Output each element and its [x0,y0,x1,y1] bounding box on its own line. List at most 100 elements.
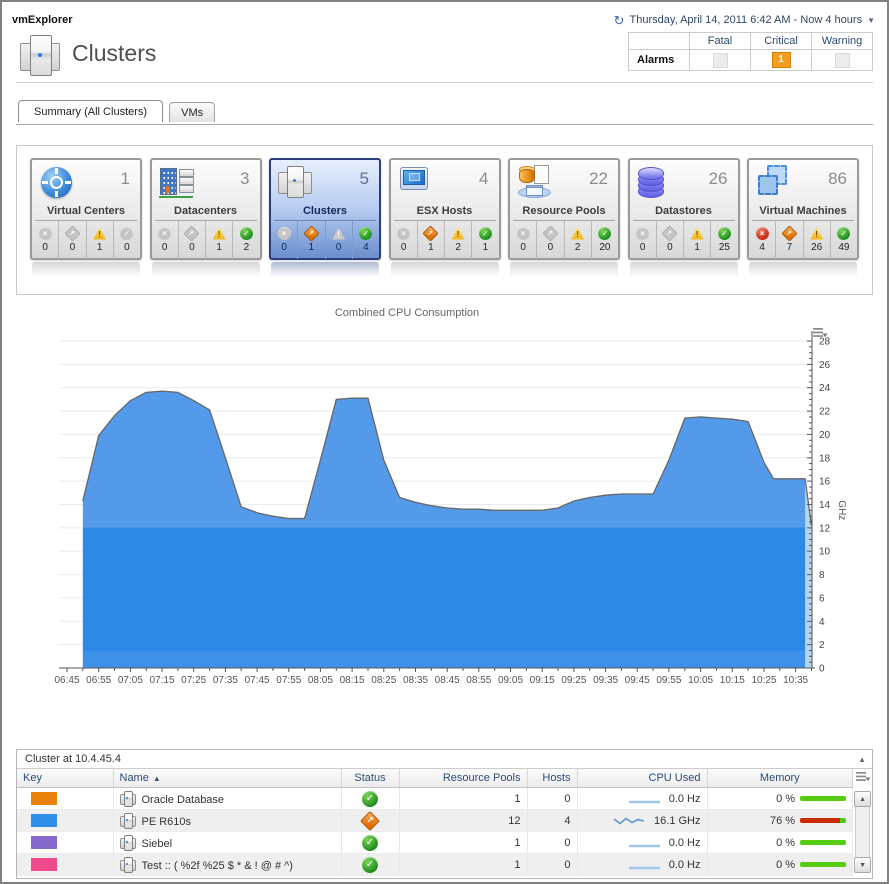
tile-status-normal: ✓ 1 [471,221,498,259]
status-count: 4 [363,242,369,253]
svg-text:18: 18 [819,453,831,464]
cluster-name: Test :: ( %2f %25 $ * & ! @ # ^) [141,860,293,872]
name-cell[interactable]: Test :: ( %2f %25 $ * & ! @ # ^) [113,853,342,876]
name-cell[interactable]: PE R610s [113,809,342,832]
tab-vms[interactable]: VMs [169,102,216,122]
cpu-used-value: 16.1 GHz [654,814,701,827]
memory-bar [800,796,847,801]
col-header-status[interactable]: Status [341,769,400,788]
status-normal-icon: ✓ [359,227,373,240]
svg-text:26: 26 [819,360,831,371]
time-range-label: Thursday, April 14, 2011 6:42 AM - Now 4… [629,14,863,26]
status-fatal-icon: × [516,227,530,240]
svg-text:16: 16 [819,477,831,488]
name-cell[interactable]: Siebel [113,831,342,854]
status-fatal-icon: × [158,227,172,240]
status-count: 0 [124,242,130,253]
alarm-critical-badge[interactable]: 1 [771,52,791,68]
status-warning-icon: ! [810,227,824,240]
tile-datacenters[interactable]: 3 Datacenters × 0 ↗ 0! 1 ✓ 2 [149,158,262,277]
tile-virtual-machines[interactable]: 86 Virtual Machines × 4 ↗ 7! 26 ✓ 49 [747,158,859,277]
tile-virtual-centers[interactable]: 1 Virtual Centers × 0 ↗ 0! 1 ✓ 0 [30,158,142,277]
scrollbar-track[interactable] [855,807,871,857]
cluster-icon [119,813,137,829]
tile-status-warning: ! 1 [683,221,710,259]
alarm-warning-box [834,52,850,68]
status-fatal-icon: × [38,227,52,240]
tile-status-critical: ↗ 7 [775,221,802,259]
tile-status-critical: ↗ 0 [58,221,85,259]
status-count: 0 [69,242,76,253]
status-warning-icon: ! [332,227,346,240]
tile-resource-pools[interactable]: 22 Resource Pools × 0 ↗ 0! 2 ✓ 20 [508,158,620,277]
tile-clusters[interactable]: 5 Clusters × 0 ↗ 1! 0 ✓ 4 [269,158,381,277]
tile-datastores[interactable]: 26 Datastores × 0 ↗ 0! 1 ✓ 25 [627,158,740,277]
cpu-consumption-chart: 06:45 06:55 07:05 07:15 07:25 07:35 07:45 07:55… [54,331,847,686]
status-warning-icon: ! [212,227,226,240]
alarms-summary: Fatal Critical Warning Alarms 1 [628,32,873,71]
status-count: 0 [335,242,342,253]
hosts-cell: 0 [527,853,578,876]
table-options-icon[interactable] [855,771,871,787]
col-header-key[interactable]: Key [17,769,114,788]
svg-text:09:25: 09:25 [561,675,586,686]
tile-status-warning: ! 2 [563,221,591,259]
tab-strip: Summary (All Clusters) VMs [16,99,873,125]
status-count: 7 [786,242,793,253]
table-row[interactable]: Test :: ( %2f %25 $ * & ! @ # ^) ✓ 1 0 0.0 H… [17,853,854,876]
time-range-selector[interactable]: ↻ Thursday, April 14, 2011 6:42 AM - Now… [614,14,875,27]
status-count: 0 [400,242,407,253]
memory-bar [800,862,847,867]
virtual-machine-icon [756,165,790,198]
status-normal-icon: ✓ [362,856,378,873]
status-count: 25 [718,242,730,253]
scroll-down-button[interactable]: ▼ [854,857,872,873]
status-count: 1 [96,242,103,253]
alarm-critical-cell[interactable]: 1 [750,49,812,71]
cpu-used-cell: 0.0 Hz [577,787,708,810]
memory-cell: 0 % [707,853,854,876]
status-warning-icon: ! [690,227,704,240]
cluster-icon [119,791,137,807]
status-critical-icon: ↗ [64,225,81,242]
status-critical-icon: ↗ [781,225,798,242]
tile-count: 4 [479,169,489,188]
table-row[interactable]: Siebel ✓ 1 0 0.0 Hz 0 % [17,831,854,854]
svg-text:2: 2 [819,640,825,651]
tile-status-normal: ✓ 20 [590,221,618,259]
table-row[interactable]: Oracle Database ✓ 1 0 0.0 Hz 0 % [17,787,854,810]
tile-label: Clusters [274,203,376,221]
key-cell [17,787,114,810]
col-header-resource-pools[interactable]: Resource Pools [399,769,528,788]
status-warning-icon: ! [571,227,585,240]
tab-summary-all-clusters[interactable]: Summary (All Clusters) [18,100,164,122]
scroll-up-button[interactable]: ▲ [854,791,872,807]
col-header-memory[interactable]: Memory [707,769,854,788]
cpu-used-cell: 0.0 Hz [577,853,708,876]
status-critical-icon: ↗ [360,810,380,831]
table-row[interactable]: PE R610s ↗ 12 4 16.1 GHz 76 % [17,809,854,832]
tile-status-critical: ↗ 1 [297,221,324,259]
svg-text:07:25: 07:25 [181,675,206,686]
col-header-name[interactable]: Name ▲ [113,769,342,788]
tile-status-normal: ✓ 49 [829,221,857,259]
cluster-name: Siebel [141,838,173,850]
virtual-center-icon [39,165,74,200]
key-cell [17,809,114,832]
name-cell[interactable]: Oracle Database [113,787,342,810]
tile-status-critical: ↗ 0 [177,221,205,259]
alarm-fatal-box [712,52,728,68]
col-header-hosts[interactable]: Hosts [527,769,578,788]
collapse-arrow-icon[interactable]: ▲ [858,754,866,764]
svg-text:12: 12 [819,523,831,534]
status-critical-icon: ↗ [303,225,320,242]
tile-status-fatal: × 0 [152,221,178,259]
cluster-table: Key Name ▲ Status Resource Pools Hosts CP… [17,769,854,876]
cpu-sparkline [628,866,660,869]
tile-esx-hosts[interactable]: 4 ESX Hosts × 0 ↗ 1! 2 ✓ 1 [388,158,501,277]
tile-status-fatal: × 0 [391,221,417,259]
col-header-cpu-used[interactable]: CPU Used [577,769,708,788]
cpu-chart-section: Combined CPU Consumption 06:45 06:55 07:05… [2,307,887,693]
chart-options-icon[interactable] [812,327,828,343]
